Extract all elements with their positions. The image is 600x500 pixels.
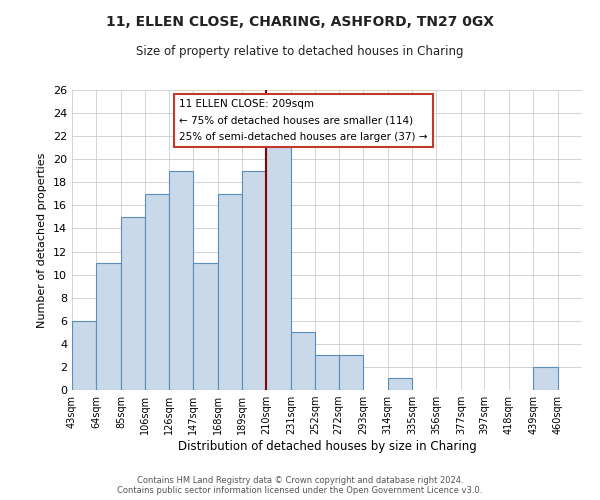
Bar [316,356,338,390]
Bar [291,332,316,390]
Bar [266,136,291,390]
Text: 11 ELLEN CLOSE: 209sqm
← 75% of detached houses are smaller (114)
25% of semi-de: 11 ELLEN CLOSE: 209sqm ← 75% of detached… [179,99,428,142]
Bar [72,321,97,390]
Bar [242,171,266,390]
Text: Contains HM Land Registry data © Crown copyright and database right 2024.: Contains HM Land Registry data © Crown c… [137,476,463,485]
X-axis label: Distribution of detached houses by size in Charing: Distribution of detached houses by size … [178,440,476,453]
Bar [121,217,145,390]
Text: Size of property relative to detached houses in Charing: Size of property relative to detached ho… [136,45,464,58]
Bar [338,356,363,390]
Bar [145,194,169,390]
Bar [193,263,218,390]
Y-axis label: Number of detached properties: Number of detached properties [37,152,47,328]
Bar [218,194,242,390]
Bar [169,171,193,390]
Bar [388,378,412,390]
Text: 11, ELLEN CLOSE, CHARING, ASHFORD, TN27 0GX: 11, ELLEN CLOSE, CHARING, ASHFORD, TN27 … [106,15,494,29]
Bar [97,263,121,390]
Bar [533,367,557,390]
Text: Contains public sector information licensed under the Open Government Licence v3: Contains public sector information licen… [118,486,482,495]
